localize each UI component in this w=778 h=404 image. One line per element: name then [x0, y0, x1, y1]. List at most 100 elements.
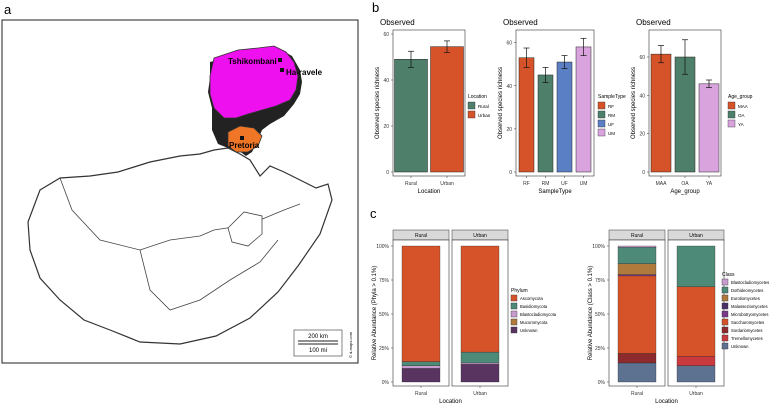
legend-title: Age_group	[728, 94, 753, 100]
map-province-gauteng	[227, 125, 263, 153]
legend-label-rm: RM	[608, 113, 615, 118]
legend-swatch-rf	[597, 101, 606, 110]
map-label-haravele: Ha-ravele	[286, 68, 323, 77]
map-marker-haravele	[280, 68, 284, 72]
legend-swatch-basidiomycota	[510, 302, 518, 310]
chart-observed-sampletype: Observed 0 20 40 60 Observed species richness…	[498, 18, 626, 195]
legend-title: Location	[468, 94, 487, 100]
x-axis-label: SampleType	[538, 189, 572, 195]
x-tick-label: Urban	[473, 391, 487, 397]
legend-swatch-blastocladiomycota	[510, 310, 518, 318]
facet-label-rural: Rural	[631, 233, 643, 239]
legend-label-basidiomycota: Basidiomycota	[520, 304, 548, 309]
legend-label-ya: YA	[738, 122, 744, 127]
y-tick-label: 40	[506, 84, 512, 90]
segment-ascomycota-rural	[401, 245, 441, 362]
legend-title: SampleType	[598, 94, 626, 100]
y-tick-label: 20	[639, 132, 645, 138]
segment-eurotiomycetes-rural	[617, 263, 657, 275]
segment-microbotryomycetes-rural	[617, 274, 657, 277]
panel-label-a: a	[4, 2, 12, 17]
map-province-borders	[59, 177, 301, 251]
segment-blastocladiomycota-urban	[460, 362, 500, 365]
x-tick-label: RM	[542, 181, 550, 187]
x-axis-label: Location	[655, 399, 678, 404]
legend-swatch-ascomycota	[510, 294, 518, 302]
y-tick-label: 20	[506, 127, 512, 133]
segment-unknown-rural	[617, 362, 657, 383]
segment-ascomycota-urban	[460, 245, 500, 353]
bar-um	[575, 46, 592, 173]
legend-label-unknown: Unknown	[520, 328, 538, 333]
y-tick-label: 40	[383, 78, 389, 84]
legend-swatch-unknown	[510, 326, 518, 334]
bar-maa	[650, 53, 672, 173]
legend-swatch-blastocladiomycetes	[721, 278, 729, 286]
map-panel: Tshikombani Ha-ravele Pretoria 200 km 10…	[1, 19, 359, 364]
legend-swatch-uf	[597, 119, 606, 128]
y-tick-label: 0	[386, 170, 389, 176]
legend-label-malasseziomycetes: Malasseziomycetes	[731, 304, 768, 309]
map-province-borders-2	[139, 239, 279, 311]
x-axis-label: Location	[439, 399, 462, 404]
panel-label-b: b	[372, 0, 379, 15]
legend-label-rf: RF	[608, 104, 614, 109]
y-axis-label: Relative Abundance (Phyla > 0.1%)	[372, 266, 378, 361]
legend-swatch-sordariomycetes	[721, 326, 729, 334]
x-tick-label: Rural	[631, 391, 643, 397]
legend-title: Phylum	[511, 288, 528, 294]
segment-basidiomycota-urban	[460, 351, 500, 364]
legend-label-dothideomycetes: Dothideomycetes	[731, 288, 763, 293]
facet-label-urban: Urban	[689, 233, 703, 239]
map-credit: © d-maps.com	[348, 331, 353, 358]
bar-rf	[518, 57, 535, 173]
legend-label-unknown: Unknown	[731, 344, 749, 349]
x-tick-label: RF	[523, 181, 530, 187]
legend-swatch-um	[597, 128, 606, 137]
legend-label-blastocladiomycota: Blastocladiomycota	[520, 312, 557, 317]
legend-label-microbotryomycetes: Microbotryomycetes	[731, 312, 768, 317]
segment-dothideomycetes-rural	[617, 247, 657, 264]
map-marker-tshikombani	[278, 58, 282, 62]
map-frame	[1, 19, 359, 364]
map-country-shape	[27, 147, 333, 345]
y-axis-label: Observed species richness	[375, 67, 381, 139]
legend-swatch-unknown	[721, 342, 729, 350]
x-tick-label: Rural	[405, 181, 417, 187]
legend-swatch-rm	[597, 110, 606, 119]
segment-unknown-urban	[460, 364, 500, 383]
legend-label-rural: Rural	[478, 104, 489, 109]
y-tick-label: 0	[509, 170, 512, 176]
y-tick-label: 75%	[595, 278, 606, 284]
y-tick-label: 60	[383, 32, 389, 38]
x-tick-label: YA	[706, 181, 713, 187]
legend-swatch-eurotiomycetes	[721, 294, 729, 302]
legend-swatch-saccharomycetes	[721, 318, 729, 326]
legend-label-eurotiomycetes: Eurotiomycetes	[731, 296, 760, 301]
legend-swatch-rural	[467, 101, 476, 110]
segment-dothideomycetes-urban	[676, 245, 716, 287]
y-tick-label: 0%	[382, 380, 390, 386]
map-scale-mi: 100 mi	[309, 348, 327, 354]
y-tick-label: 60	[639, 55, 645, 61]
panel-label-c: c	[370, 206, 377, 221]
legend-swatch-dothideomycetes	[721, 286, 729, 294]
legend-label-maa: MAA	[738, 104, 748, 109]
y-tick-label: 50%	[379, 312, 390, 318]
legend-swatch-microbotryomycetes	[721, 310, 729, 318]
chart-observed-location: Observed 0 20 40 60 Observed species richness…	[375, 18, 491, 195]
legend-label-oa: OA	[738, 113, 745, 118]
chart-title: Observed	[636, 18, 671, 27]
y-tick-label: 75%	[379, 278, 390, 284]
chart-title: Observed	[503, 18, 538, 27]
y-tick-label: 100%	[376, 244, 389, 250]
legend-label-uf: UF	[608, 122, 614, 127]
legend-swatch-mucoromycota	[510, 318, 518, 326]
x-tick-label: OA	[681, 181, 689, 187]
chart-class-abundance: 0% 25% 50% 75% 100% Relative Abundance (Class…	[588, 229, 769, 404]
map-province-limpopo	[209, 45, 299, 119]
x-axis-label: Location	[418, 189, 441, 195]
chart-phyla-abundance: 0% 25% 50% 75% 100% Relative Abundance (Phyla…	[372, 229, 557, 404]
segment-saccharomycetes-urban	[676, 286, 716, 357]
